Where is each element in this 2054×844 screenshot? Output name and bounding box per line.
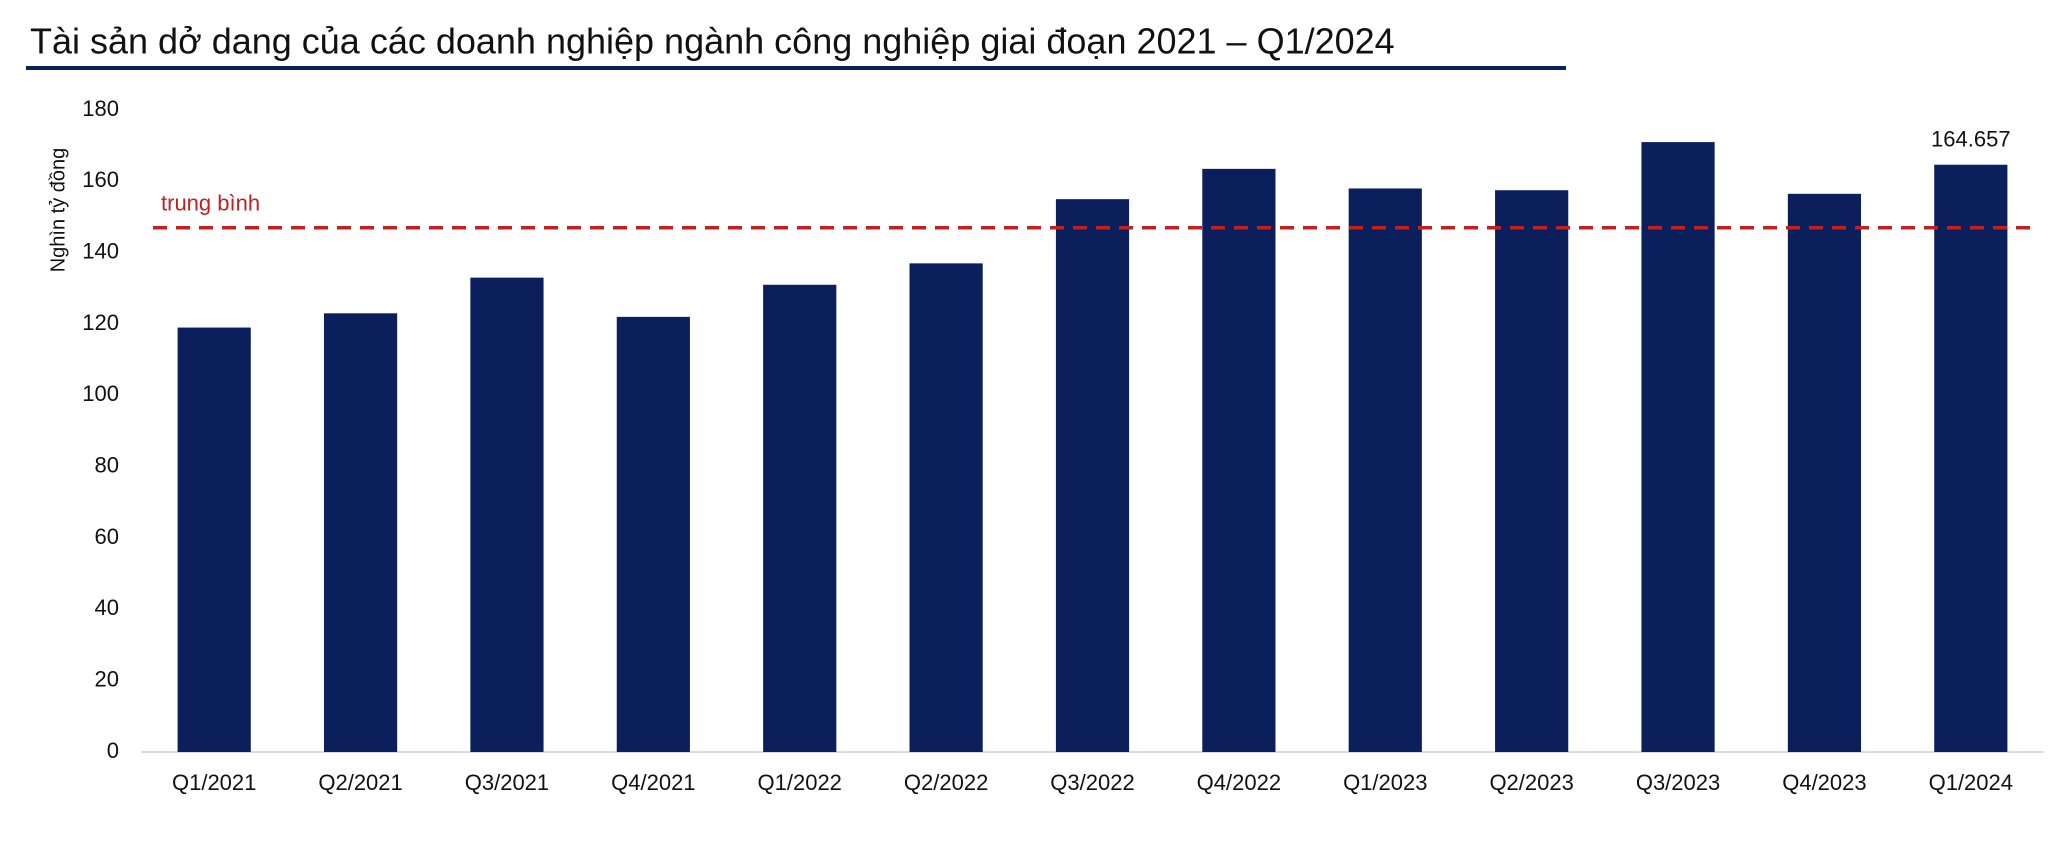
y-tick-label: 140 [82, 238, 119, 263]
y-tick-label: 120 [82, 310, 119, 335]
bar [1055, 199, 1130, 752]
bar [909, 263, 983, 752]
y-tick-label: 180 [82, 96, 119, 121]
x-tick-label: Q2/2022 [904, 770, 988, 795]
chart-title: Tài sản dở dang của các doanh nghiệp ngà… [30, 21, 1395, 62]
x-tick-label: Q4/2023 [1782, 770, 1866, 795]
x-tick-label: Q1/2024 [1929, 770, 2013, 795]
bar [763, 284, 837, 752]
bar [1495, 190, 1569, 752]
bar [177, 327, 251, 752]
y-tick-label: 40 [95, 595, 119, 620]
x-tick-label: Q4/2022 [1197, 770, 1281, 795]
x-tick-label: Q2/2023 [1489, 770, 1573, 795]
y-tick-label: 0 [107, 738, 119, 763]
x-tick-label: Q1/2021 [172, 770, 256, 795]
x-tick-label: Q3/2022 [1050, 770, 1134, 795]
data-label: 164.657 [1931, 127, 2011, 152]
bar [323, 313, 398, 752]
bar [616, 316, 690, 752]
bar [470, 277, 544, 752]
average-label: trung bình [161, 191, 260, 216]
y-axis-label: Nghìn tỷ đồng [47, 148, 69, 273]
x-tick-label: Q2/2021 [318, 770, 402, 795]
bar [1641, 142, 1715, 753]
y-tick-label: 100 [82, 381, 119, 406]
bar [1787, 193, 1862, 753]
bar [1348, 188, 1422, 752]
x-tick-label: Q4/2021 [611, 770, 695, 795]
y-tick-label: 160 [82, 167, 119, 192]
bar [1202, 168, 1276, 753]
x-tick-label: Q3/2021 [465, 770, 549, 795]
y-tick-label: 20 [95, 666, 119, 691]
x-tick-label: Q3/2023 [1636, 770, 1720, 795]
y-tick-label: 80 [95, 452, 119, 477]
bar [1934, 164, 2008, 752]
x-tick-label: Q1/2022 [758, 770, 842, 795]
x-tick-label: Q1/2023 [1343, 770, 1427, 795]
y-tick-label: 60 [95, 524, 119, 549]
